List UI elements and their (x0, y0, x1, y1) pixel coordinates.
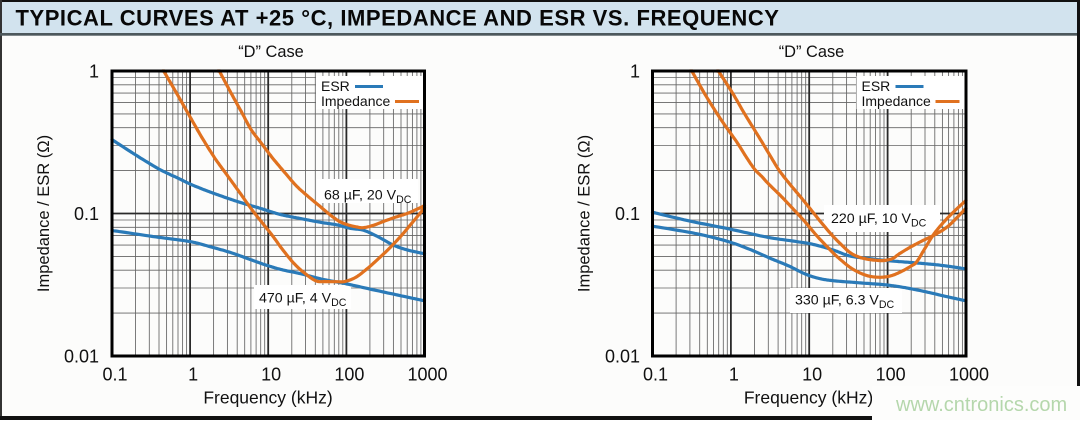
svg-text:TYPICAL CURVES AT +25 °C, IMPE: TYPICAL CURVES AT +25 °C, IMPEDANCE AND … (16, 6, 780, 31)
svg-text:0.01: 0.01 (605, 347, 640, 367)
svg-text:ESR: ESR (862, 78, 891, 94)
svg-text:0.1: 0.1 (102, 365, 127, 385)
svg-text:“D” Case: “D” Case (779, 43, 845, 61)
svg-text:100: 100 (876, 365, 906, 385)
svg-text:10: 10 (802, 365, 822, 385)
svg-text:Frequency (kHz): Frequency (kHz) (203, 388, 332, 408)
svg-text:1000: 1000 (407, 365, 447, 385)
svg-text:0.1: 0.1 (74, 204, 99, 224)
svg-text:470 µF, 4 VDC: 470 µF, 4 VDC (259, 291, 347, 310)
svg-text:Impedance / ESR (Ω): Impedance / ESR (Ω) (35, 135, 53, 292)
svg-text:Impedance: Impedance (321, 93, 390, 109)
svg-text:1: 1 (630, 62, 640, 82)
svg-text:“D” Case: “D” Case (238, 43, 304, 61)
svg-text:100: 100 (334, 365, 364, 385)
svg-text:220 µF, 10 VDC: 220 µF, 10 VDC (831, 211, 927, 230)
svg-text:1: 1 (729, 365, 739, 385)
svg-text:Impedance / ESR (Ω): Impedance / ESR (Ω) (576, 135, 594, 292)
svg-text:0.1: 0.1 (615, 204, 640, 224)
svg-text:1000: 1000 (949, 365, 989, 385)
svg-text:10: 10 (261, 365, 281, 385)
svg-text:Frequency (kHz): Frequency (kHz) (744, 388, 873, 408)
svg-text:ESR: ESR (321, 78, 350, 94)
svg-text:1: 1 (188, 365, 198, 385)
svg-text:330 µF, 6.3 VDC: 330 µF, 6.3 VDC (795, 293, 895, 312)
svg-text:1: 1 (89, 62, 99, 82)
svg-text:0.01: 0.01 (64, 347, 99, 367)
svg-text:68 µF, 20 VDC: 68 µF, 20 VDC (324, 188, 412, 207)
svg-text:0.1: 0.1 (643, 365, 668, 385)
svg-text:www.cntronics.com: www.cntronics.com (895, 394, 1067, 416)
svg-text:Impedance: Impedance (862, 93, 931, 109)
